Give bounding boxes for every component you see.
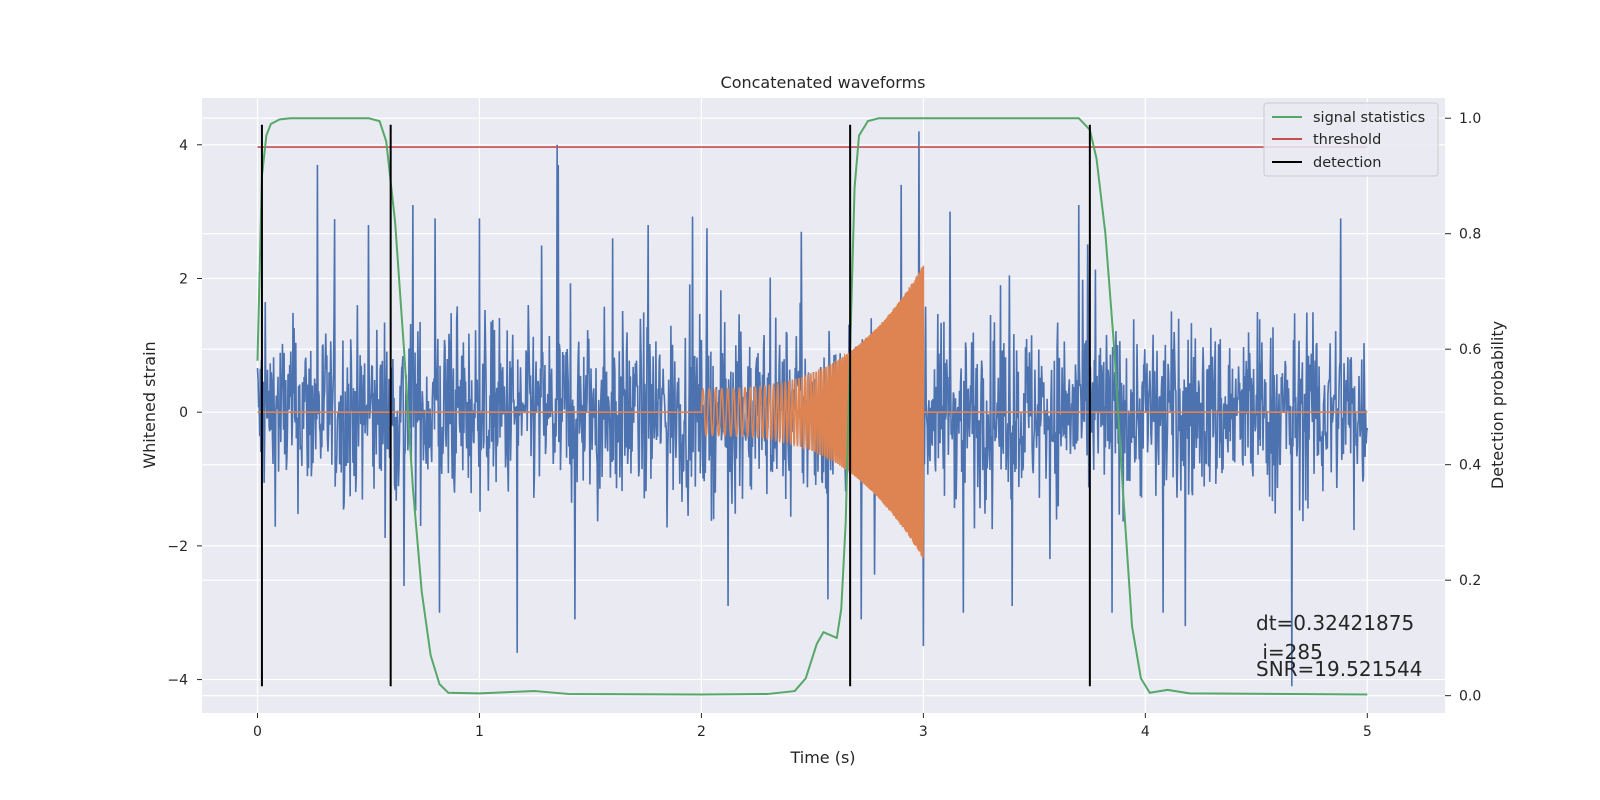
annotation-snr: SNR=19.521544: [1256, 657, 1422, 681]
legend-label-signal-statistics: signal statistics: [1313, 110, 1425, 126]
x-tick-label: 0: [253, 724, 262, 740]
y-tick-label: 2: [179, 271, 188, 287]
waveform-chirp-line: [257, 265, 1368, 558]
legend-label-detection: detection: [1313, 155, 1381, 171]
x-tick-label: 2: [697, 724, 706, 740]
y2-tick-label: 1.0: [1459, 111, 1481, 127]
tick-labels: 0 1 2 3 4 5 −4 −2 0 2 4 0.0 0.2 0.4 0.6 0.8 1.0: [167, 111, 1481, 740]
y2-tick-label: 0.4: [1459, 458, 1481, 474]
legend: signal statistics threshold detection: [1263, 102, 1439, 177]
x-axis-label: Time (s): [789, 748, 855, 767]
y2-axis-label: Detection probability: [1488, 321, 1507, 489]
y-axis-label: Whitened strain: [140, 341, 159, 468]
legend-label-threshold: threshold: [1313, 132, 1381, 148]
y-tick-label: −2: [167, 539, 188, 555]
plot-series: [256, 117, 1369, 696]
annotation-block: dt=0.32421875 i=285 SNR=19.521544: [1256, 611, 1422, 681]
legend-box: [1263, 102, 1439, 177]
annotation-index: i=285: [1256, 640, 1323, 664]
x-tick-label: 1: [475, 724, 484, 740]
y2-tick-label: 0.2: [1459, 573, 1481, 589]
y-tick-label: 4: [179, 138, 188, 154]
y-tick-label: −4: [167, 673, 188, 689]
x-tick-label: 3: [919, 724, 928, 740]
chart-title: Concatenated waveforms: [721, 73, 926, 92]
x-tick-label: 4: [1141, 724, 1150, 740]
y2-tick-label: 0.8: [1459, 227, 1481, 243]
y-tick-label: 0: [179, 405, 188, 421]
signal-statistics-line: [256, 117, 1368, 696]
y2-tick-label: 0.0: [1459, 689, 1481, 705]
annotation-dt: dt=0.32421875: [1256, 611, 1414, 635]
x-tick-label: 5: [1363, 724, 1372, 740]
y2-tick-label: 0.6: [1459, 342, 1481, 358]
